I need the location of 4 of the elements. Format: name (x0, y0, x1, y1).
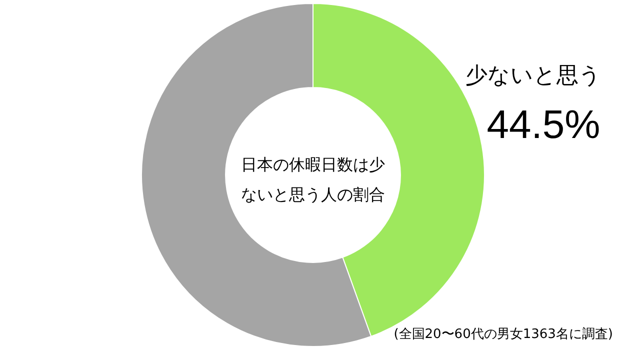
data-label: 44.5% (486, 103, 600, 148)
text: 日本の休暇日数は少ないと思う人の割合 (240, 154, 386, 206)
text: (全国20〜60代の男女1363名に調査) (394, 326, 613, 343)
slice-label: 少ないと思う (466, 64, 602, 89)
